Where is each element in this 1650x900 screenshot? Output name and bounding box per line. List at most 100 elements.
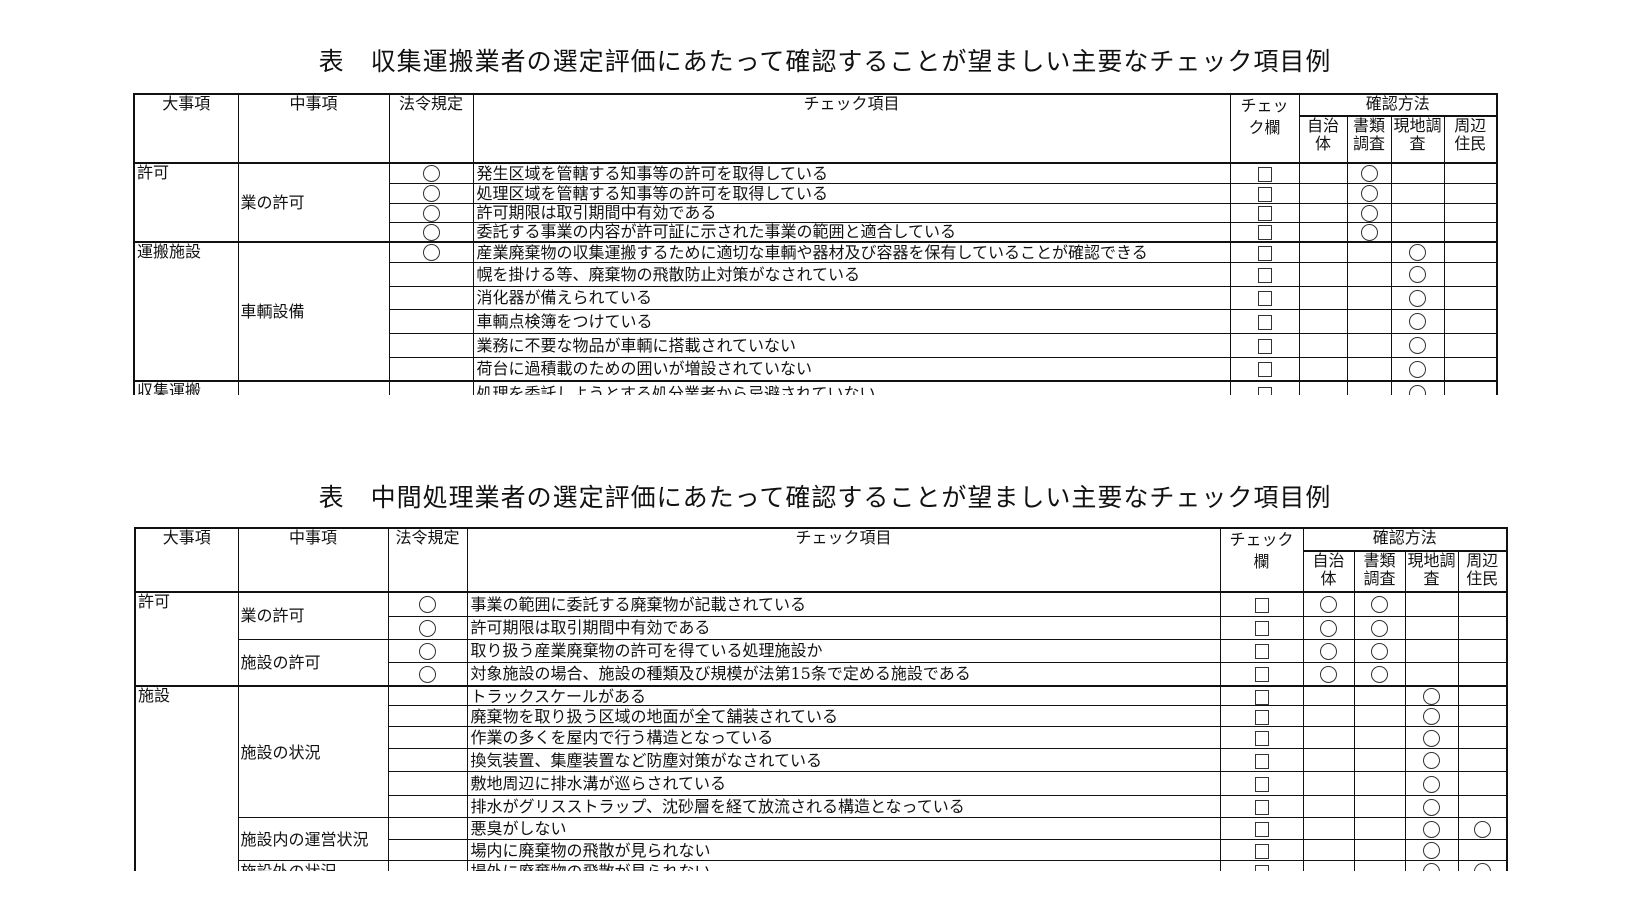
checkbox-icon[interactable] [1257,314,1272,330]
check-cell[interactable] [1219,705,1304,727]
method-cell-1 [1346,285,1392,310]
intermediate-treatment-checklist: 大事項 中事項 法令規定 チェック項目 チェック欄 確認方法 自治体 書類調査 現地調査 周辺住民… [134,527,1514,871]
check-cell[interactable] [1229,285,1300,310]
checkbox-icon[interactable] [1254,800,1269,815]
checkbox-icon[interactable] [1254,621,1269,636]
method-cell-0 [1298,332,1348,358]
check-cell[interactable] [1219,726,1304,749]
law-cell [387,661,468,687]
major-category: 施設 [134,685,239,871]
table-row: 施設 施設の状況 トラックスケールがある [134,685,1508,871]
checkbox-icon[interactable] [1254,753,1269,769]
circle-mark-icon [1360,223,1378,241]
method-cell-3 [1443,221,1498,243]
method-cell-0 [1298,356,1348,382]
check-cell[interactable] [1229,202,1300,223]
checkbox-icon[interactable] [1254,709,1269,725]
method-cell-1 [1346,182,1392,204]
check-cell[interactable] [1219,771,1304,796]
checkbox-icon[interactable] [1254,597,1269,613]
circle-mark-icon [1423,708,1440,725]
check-cell[interactable] [1219,685,1304,706]
checkbox-icon[interactable] [1254,667,1269,683]
check-cell[interactable] [1219,795,1304,818]
check-item: 場外に廃棄物の飛散が見られない [466,860,1221,871]
method-cell-2 [1404,615,1459,640]
check-cell[interactable] [1219,817,1304,840]
method-cell-0 [1302,661,1355,687]
law-cell [388,202,474,223]
method-cell-0 [1302,771,1355,796]
check-cell[interactable] [1219,860,1304,871]
checkbox-icon[interactable] [1257,362,1272,378]
checkbox-icon[interactable] [1257,386,1272,395]
method-cell-2 [1404,726,1459,749]
checkbox-icon[interactable] [1257,245,1272,261]
major-category: 許可 [133,162,239,243]
checkbox-icon[interactable] [1254,644,1269,659]
check-cell[interactable] [1229,356,1300,382]
check-cell[interactable] [1219,615,1304,640]
table-row: 場内に廃棄物の飛散が見られない [135,839,1508,861]
header-middle: 中事項 [237,527,389,593]
method-cell-0 [1302,795,1355,818]
checkbox-icon[interactable] [1257,206,1272,221]
method-cell-3 [1443,308,1498,334]
check-cell[interactable] [1219,638,1304,663]
checkbox-icon[interactable] [1257,291,1272,306]
check-cell[interactable] [1229,261,1300,287]
table-row: 消化器が備えられている [134,285,1498,310]
law-cell [387,817,468,840]
circle-mark-icon [419,642,436,660]
method-cell-0 [1298,221,1348,243]
method-cell-1 [1353,591,1406,617]
check-cell[interactable] [1229,162,1300,184]
check-item: 許可期限は取引期間中有効である [466,615,1221,640]
law-cell [387,591,468,617]
table-row: 許可期限は取引期間中有効である [135,615,1508,640]
method-cell-0 [1298,202,1348,223]
header-item: チェック項目 [472,93,1231,164]
check-item: 場内に廃棄物の飛散が見られない [466,839,1221,861]
check-cell[interactable] [1229,332,1300,358]
middle-category: 施設の状況 [237,685,389,818]
check-cell[interactable] [1219,748,1304,772]
check-item: 発生区域を管轄する知事等の許可を取得している [472,162,1231,184]
checkbox-icon[interactable] [1254,822,1269,837]
checkbox-icon[interactable] [1254,689,1269,705]
checkbox-icon[interactable] [1257,186,1272,202]
check-cell[interactable] [1219,661,1304,687]
checkbox-icon[interactable] [1257,166,1272,182]
method-cell-2 [1390,261,1445,287]
check-cell[interactable] [1229,182,1300,204]
checkbox-icon[interactable] [1257,267,1272,283]
check-item: 対象施設の場合、施設の種類及び規模が法第15条で定める施設である [466,661,1221,687]
checkbox-icon[interactable] [1254,777,1269,792]
method-cell-3 [1443,241,1498,263]
header-major: 大事項 [133,93,239,164]
law-cell [387,726,468,749]
law-cell [387,705,468,727]
circle-mark-icon [1409,313,1426,330]
checkbox-icon[interactable] [1254,843,1269,859]
check-item: 消化器が備えられている [472,285,1231,310]
checkbox-icon[interactable] [1254,864,1269,871]
check-cell[interactable] [1219,839,1304,861]
check-cell[interactable] [1229,380,1300,395]
middle-category: 施設の許可 [237,638,389,687]
check-cell[interactable] [1229,221,1300,243]
check-cell[interactable] [1229,308,1300,334]
law-cell [387,638,468,663]
table-row: 敷地周辺に排水溝が巡らされている [135,771,1508,796]
check-cell[interactable] [1229,241,1300,263]
method-cell-1 [1353,726,1406,749]
checkbox-icon[interactable] [1254,731,1269,746]
method-cell-1 [1346,162,1392,184]
table-row: 委託する事業の内容が許可証に示された事業の範囲と適合している [134,221,1498,243]
table-2-title: 表 中間処理業者の選定評価にあたって確認することが望ましい主要なチェック項目例 [318,483,1332,512]
checkbox-icon[interactable] [1257,338,1272,354]
check-item: 業務に不要な物品が車輌に搭載されていない [472,332,1231,358]
method-cell-3 [1457,817,1508,840]
check-cell[interactable] [1219,591,1304,617]
checkbox-icon[interactable] [1257,225,1272,241]
